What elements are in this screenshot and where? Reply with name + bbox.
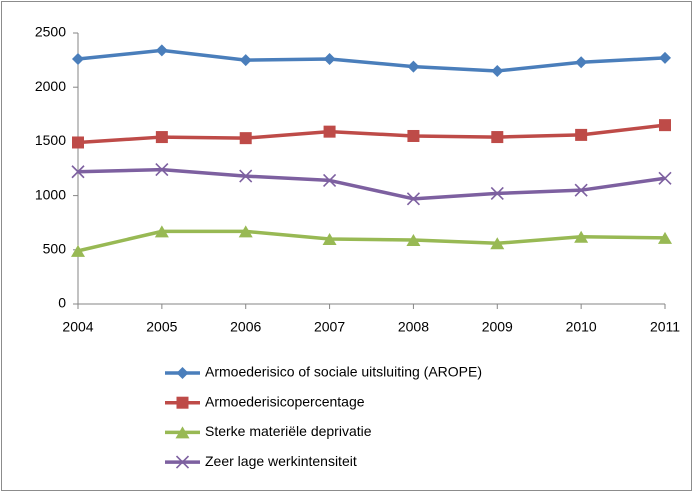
- legend-marker: [175, 455, 190, 469]
- marker: [574, 183, 588, 197]
- legend-label: Zeer lage werkintensiteit: [205, 453, 357, 469]
- marker: [239, 132, 252, 145]
- marker: [659, 51, 671, 64]
- marker: [490, 186, 504, 200]
- x-tick-label: 2007: [314, 319, 345, 335]
- x-tick-label: 2011: [650, 319, 680, 335]
- marker: [238, 225, 253, 238]
- x-tick-label: 2004: [62, 319, 93, 335]
- marker: [407, 60, 420, 73]
- series-line: [77, 48, 666, 73]
- marker: [658, 231, 672, 244]
- marker: [407, 129, 420, 142]
- legend-label: Armoederisicopercentage: [205, 393, 365, 409]
- marker: [72, 53, 84, 66]
- marker: [71, 165, 85, 179]
- x-tick-label: 2010: [566, 319, 597, 335]
- x-tick-label: 2006: [230, 319, 261, 335]
- legend-label: Sterke materiële deprivatie: [205, 423, 372, 439]
- marker: [155, 44, 168, 57]
- marker: [323, 173, 337, 187]
- y-tick-label: 1500: [35, 132, 66, 148]
- marker: [322, 232, 337, 245]
- marker: [72, 136, 84, 149]
- marker: [155, 163, 169, 177]
- marker: [575, 128, 588, 141]
- marker: [491, 131, 504, 144]
- series-line: [77, 229, 666, 253]
- legend-marker: [176, 396, 189, 409]
- marker: [490, 237, 505, 250]
- y-tick-label: 500: [43, 241, 67, 257]
- marker: [154, 225, 169, 238]
- marker: [239, 169, 253, 183]
- marker: [406, 192, 420, 206]
- x-tick-label: 2008: [398, 319, 429, 335]
- x-tick-label: 2009: [482, 319, 513, 335]
- legend-marker: [175, 426, 190, 439]
- marker: [323, 53, 336, 66]
- marker: [406, 234, 421, 247]
- marker: [659, 119, 671, 132]
- marker: [575, 56, 588, 69]
- x-tick-label: 2005: [146, 319, 177, 335]
- y-tick-label: 2500: [35, 24, 66, 40]
- marker: [574, 230, 589, 243]
- marker: [71, 244, 85, 257]
- series-line: [77, 167, 666, 201]
- marker: [239, 54, 252, 67]
- legend-marker: [176, 367, 189, 379]
- marker: [491, 64, 504, 77]
- marker: [323, 125, 336, 138]
- y-tick-label: 1000: [35, 186, 66, 202]
- y-tick-label: 0: [58, 295, 66, 311]
- y-tick-label: 2000: [35, 78, 66, 94]
- marker: [658, 171, 672, 185]
- marker: [155, 131, 168, 144]
- series-line: [77, 123, 666, 145]
- legend-label: Armoederisico of sociale uitsluiting (AR…: [205, 364, 482, 380]
